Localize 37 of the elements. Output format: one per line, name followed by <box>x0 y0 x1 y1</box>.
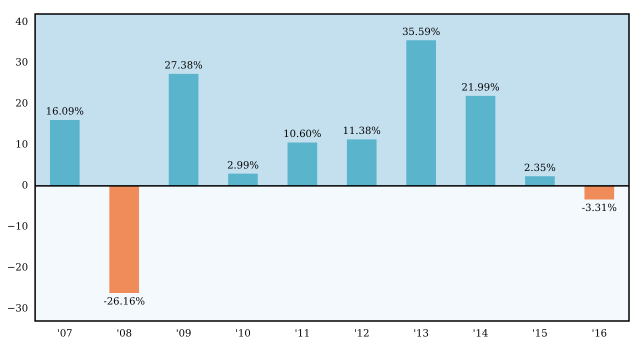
y-tick-label: 30 <box>15 58 28 69</box>
x-tick-label: '16 <box>592 328 608 340</box>
bar <box>288 142 318 186</box>
data-label: -26.16% <box>103 296 145 308</box>
bar <box>50 120 80 186</box>
bar <box>109 186 140 293</box>
y-tick-label: −30 <box>6 303 28 314</box>
x-tick-label: '09 <box>176 328 192 340</box>
y-tick-label: 20 <box>15 98 28 110</box>
bar <box>406 40 436 186</box>
y-tick-label: 0 <box>22 180 28 192</box>
x-tick-label: '14 <box>472 328 488 340</box>
y-tick-label: 40 <box>15 16 28 28</box>
data-label: 27.38% <box>164 60 203 72</box>
x-tick-label: '07 <box>57 328 73 340</box>
x-tick-label: '15 <box>532 328 548 340</box>
data-label: 11.38% <box>342 126 381 137</box>
bar <box>228 174 258 186</box>
x-tick-label: '12 <box>354 328 370 340</box>
y-tick-label: −10 <box>6 221 28 232</box>
data-label: 10.60% <box>283 129 322 140</box>
data-label: 16.09% <box>46 106 84 118</box>
x-tick-label: '13 <box>413 328 429 340</box>
x-tick-label: '11 <box>294 328 310 340</box>
bar <box>346 139 377 186</box>
data-label: 2.35% <box>524 162 556 174</box>
x-tick-label: '10 <box>235 328 251 340</box>
bar <box>584 186 614 200</box>
y-tick-label: 10 <box>15 140 28 151</box>
bar <box>168 74 198 186</box>
data-label: 35.59% <box>402 26 440 38</box>
bar <box>466 96 496 186</box>
y-tick-label: −20 <box>6 262 28 274</box>
x-tick-label: '08 <box>116 328 132 340</box>
data-label: 21.99% <box>461 82 500 94</box>
data-label: -3.31% <box>582 203 617 214</box>
data-label: 2.99% <box>227 160 259 172</box>
